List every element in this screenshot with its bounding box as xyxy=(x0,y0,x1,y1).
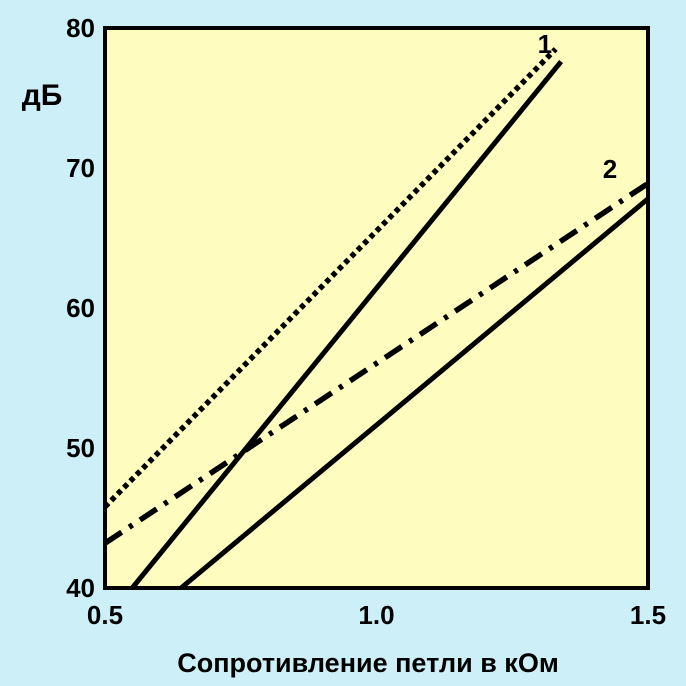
series-line-1-dotted xyxy=(105,47,558,509)
plot-area xyxy=(105,28,648,588)
y-axis-title: дБ xyxy=(22,79,63,112)
x-tick-label: 1.5 xyxy=(630,600,666,630)
y-tick-label: 70 xyxy=(66,153,95,183)
series-labels: 12 xyxy=(538,29,618,184)
x-axis-title: Сопротивление петли в кОм xyxy=(177,648,559,678)
y-tick-label: 50 xyxy=(66,433,95,463)
y-tick-label: 60 xyxy=(66,293,95,323)
x-tick-label: 1.0 xyxy=(358,600,394,630)
plot-frame xyxy=(103,26,650,590)
x-tick-labels: 0.5 1.0 1.5 xyxy=(87,600,666,630)
y-tick-label: 40 xyxy=(66,573,95,603)
series-label-2: 2 xyxy=(603,154,617,184)
y-tick-label: 80 xyxy=(66,13,95,43)
series-label-1: 1 xyxy=(538,29,552,59)
series-line-2-dashdot xyxy=(105,181,648,546)
x-tick-label: 0.5 xyxy=(87,600,123,630)
series-line-1-solid xyxy=(130,60,564,588)
series-layer xyxy=(105,47,648,588)
series-line-2-solid xyxy=(179,196,648,588)
y-tick-labels: 40 50 60 70 80 xyxy=(66,13,95,603)
